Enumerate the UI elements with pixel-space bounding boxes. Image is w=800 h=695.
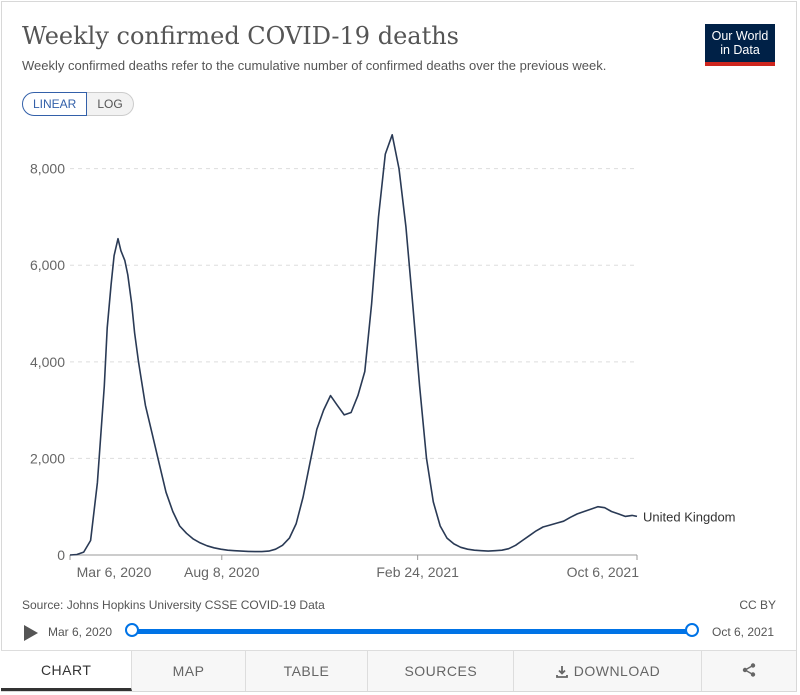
timeline-end-label: Oct 6, 2021 [712,625,775,639]
series-label: United Kingdom [643,509,736,524]
x-axis: Mar 6, 2020 Aug 8, 2020 Feb 24, 2021 Oct 6,… [69,554,640,580]
y-tick-label: 2,000 [30,450,65,466]
play-icon[interactable] [24,625,38,641]
x-tick-label: Mar 6, 2020 [77,564,152,580]
bottom-tabs: CHART MAP TABLE SOURCES DOWNLOAD [1,650,796,691]
tab-download-label: DOWNLOAD [573,663,661,679]
y-tick-label: 4,000 [30,354,65,370]
logo-line-2: in Data [720,43,760,57]
y-axis-ticks: 0 2,000 4,000 6,000 8,000 [30,161,65,563]
download-icon [555,665,568,678]
timeline-start-label: Mar 6, 2020 [48,625,113,639]
series-line-united-kingdom [69,134,638,556]
tab-table[interactable]: TABLE [246,651,369,691]
line-chart: 0 2,000 4,000 6,000 8,000 Mar 6, 2020 Aug 8, … [30,134,736,580]
logo-line-1: Our World [711,29,769,43]
log-scale-button[interactable]: LOG [87,92,134,116]
tab-download[interactable]: DOWNLOAD [514,651,703,691]
x-tick-label: Feb 24, 2021 [376,564,459,580]
grid-lines [70,168,637,459]
source-note[interactable]: Source: Johns Hopkins University CSSE CO… [22,598,325,612]
share-icon [742,662,756,680]
y-tick-label: 8,000 [30,161,65,177]
owid-logo[interactable]: Our World in Data [705,24,775,66]
share-button[interactable] [702,651,796,691]
license-link[interactable]: CC BY [739,598,776,612]
chart-subtitle: Weekly confirmed deaths refer to the cum… [22,58,607,73]
y-tick-label: 0 [57,547,65,563]
series-group: United Kingdom [69,134,736,556]
y-tick-label: 6,000 [30,257,65,273]
timeline-start-handle[interactable] [125,623,139,637]
tab-map[interactable]: MAP [132,651,246,691]
timeline-slider: Mar 6, 2020 Oct 6, 2021 [22,622,782,642]
x-tick-label: Oct 6, 2021 [567,564,640,580]
tab-chart[interactable]: CHART [1,651,133,691]
timeline-track[interactable] [132,629,692,634]
tab-sources[interactable]: SOURCES [368,651,515,691]
scale-toggle: LINEAR LOG [22,92,134,116]
timeline-end-handle[interactable] [685,623,699,637]
chart-title: Weekly confirmed COVID-19 deaths [22,22,459,50]
linear-scale-button[interactable]: LINEAR [22,92,88,116]
x-tick-label: Aug 8, 2020 [184,564,260,580]
